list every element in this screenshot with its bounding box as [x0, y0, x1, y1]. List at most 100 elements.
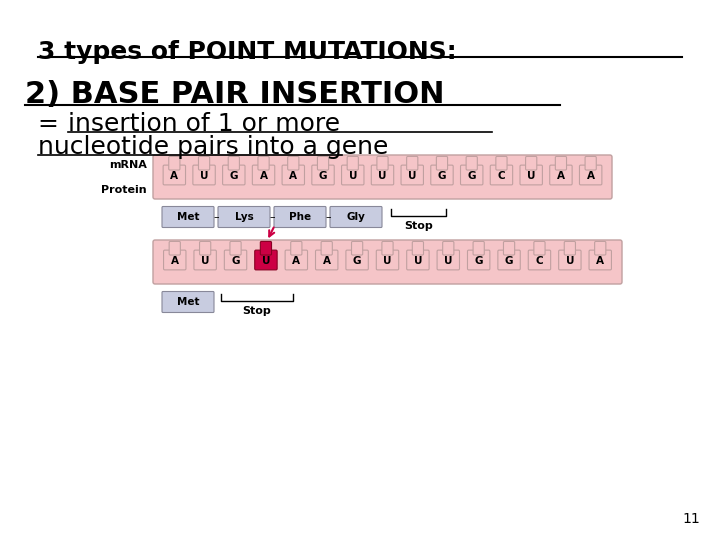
- Text: –: –: [269, 212, 275, 222]
- FancyBboxPatch shape: [312, 165, 334, 185]
- FancyBboxPatch shape: [473, 241, 485, 255]
- Text: G: G: [467, 171, 476, 181]
- FancyBboxPatch shape: [252, 165, 275, 185]
- Text: G: G: [319, 171, 328, 181]
- FancyBboxPatch shape: [228, 157, 240, 170]
- FancyBboxPatch shape: [288, 157, 299, 170]
- Text: Met: Met: [176, 297, 199, 307]
- FancyBboxPatch shape: [436, 157, 448, 170]
- FancyBboxPatch shape: [261, 241, 271, 255]
- Text: U: U: [566, 256, 574, 266]
- Text: G: G: [438, 171, 446, 181]
- FancyBboxPatch shape: [372, 165, 394, 185]
- FancyBboxPatch shape: [255, 250, 277, 270]
- FancyBboxPatch shape: [199, 157, 210, 170]
- FancyBboxPatch shape: [564, 241, 575, 255]
- FancyBboxPatch shape: [550, 165, 572, 185]
- Text: U: U: [414, 256, 422, 266]
- FancyBboxPatch shape: [346, 250, 369, 270]
- FancyBboxPatch shape: [199, 241, 211, 255]
- Text: G: G: [353, 256, 361, 266]
- Text: A: A: [596, 256, 604, 266]
- FancyBboxPatch shape: [377, 157, 388, 170]
- Text: Stop: Stop: [404, 221, 433, 231]
- FancyBboxPatch shape: [163, 250, 186, 270]
- Text: U: U: [261, 256, 270, 266]
- FancyBboxPatch shape: [274, 206, 326, 227]
- Text: =: =: [38, 112, 67, 136]
- Text: Met: Met: [176, 212, 199, 222]
- FancyBboxPatch shape: [467, 250, 490, 270]
- Text: A: A: [292, 256, 300, 266]
- FancyBboxPatch shape: [503, 241, 515, 255]
- Text: G: G: [505, 256, 513, 266]
- Text: G: G: [230, 171, 238, 181]
- Text: A: A: [557, 171, 565, 181]
- FancyBboxPatch shape: [413, 241, 423, 255]
- FancyBboxPatch shape: [585, 157, 596, 170]
- Text: U: U: [408, 171, 416, 181]
- Text: G: G: [474, 256, 483, 266]
- FancyBboxPatch shape: [193, 165, 215, 185]
- FancyBboxPatch shape: [580, 165, 602, 185]
- FancyBboxPatch shape: [291, 241, 302, 255]
- FancyBboxPatch shape: [466, 157, 477, 170]
- FancyBboxPatch shape: [534, 241, 545, 255]
- FancyBboxPatch shape: [330, 206, 382, 227]
- Text: C: C: [536, 256, 544, 266]
- Text: 11: 11: [683, 512, 700, 526]
- FancyBboxPatch shape: [595, 241, 606, 255]
- FancyBboxPatch shape: [162, 206, 214, 227]
- Text: A: A: [171, 171, 179, 181]
- FancyBboxPatch shape: [520, 165, 542, 185]
- FancyBboxPatch shape: [258, 157, 269, 170]
- FancyBboxPatch shape: [194, 250, 216, 270]
- FancyBboxPatch shape: [443, 241, 454, 255]
- FancyBboxPatch shape: [382, 241, 393, 255]
- Text: A: A: [171, 256, 179, 266]
- FancyBboxPatch shape: [222, 165, 245, 185]
- Text: nucleotide pairs into a gene: nucleotide pairs into a gene: [38, 135, 388, 159]
- FancyBboxPatch shape: [461, 165, 483, 185]
- Text: U: U: [383, 256, 392, 266]
- FancyBboxPatch shape: [168, 157, 180, 170]
- FancyBboxPatch shape: [218, 206, 270, 227]
- Text: –: –: [213, 212, 219, 222]
- FancyBboxPatch shape: [153, 240, 622, 284]
- FancyBboxPatch shape: [341, 165, 364, 185]
- Text: 3 types of POINT MUTATIONS:: 3 types of POINT MUTATIONS:: [38, 40, 456, 64]
- Text: Gly: Gly: [346, 212, 366, 222]
- Text: A: A: [323, 256, 330, 266]
- Text: Stop: Stop: [243, 306, 271, 316]
- Text: Protein: Protein: [102, 185, 147, 195]
- Text: A: A: [289, 171, 297, 181]
- FancyBboxPatch shape: [230, 241, 241, 255]
- FancyBboxPatch shape: [377, 250, 399, 270]
- Text: –: –: [325, 212, 330, 222]
- FancyBboxPatch shape: [285, 250, 307, 270]
- FancyBboxPatch shape: [315, 250, 338, 270]
- Text: U: U: [527, 171, 536, 181]
- FancyBboxPatch shape: [282, 165, 305, 185]
- FancyBboxPatch shape: [162, 292, 214, 313]
- Text: C: C: [498, 171, 505, 181]
- FancyBboxPatch shape: [401, 165, 423, 185]
- FancyBboxPatch shape: [321, 241, 333, 255]
- Text: Phe: Phe: [289, 212, 311, 222]
- FancyBboxPatch shape: [496, 157, 507, 170]
- FancyBboxPatch shape: [153, 155, 612, 199]
- FancyBboxPatch shape: [347, 157, 359, 170]
- Text: Lys: Lys: [235, 212, 253, 222]
- FancyBboxPatch shape: [318, 157, 328, 170]
- FancyBboxPatch shape: [225, 250, 247, 270]
- FancyBboxPatch shape: [528, 250, 551, 270]
- Text: U: U: [200, 171, 208, 181]
- FancyBboxPatch shape: [498, 250, 521, 270]
- FancyBboxPatch shape: [407, 250, 429, 270]
- FancyBboxPatch shape: [407, 157, 418, 170]
- FancyBboxPatch shape: [526, 157, 537, 170]
- FancyBboxPatch shape: [559, 250, 581, 270]
- Text: U: U: [348, 171, 357, 181]
- Text: mRNA: mRNA: [109, 160, 147, 170]
- FancyBboxPatch shape: [163, 165, 186, 185]
